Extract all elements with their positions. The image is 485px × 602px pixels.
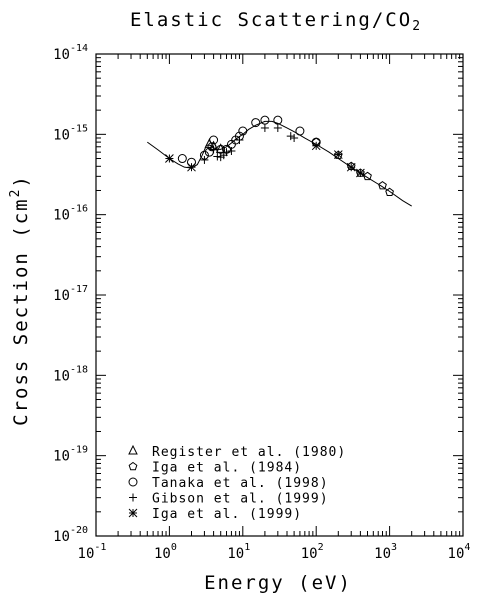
y-tick-base: 10 — [53, 288, 70, 304]
data-point-star — [333, 150, 343, 159]
y-axis-label: Cross Section (cm2) — [8, 174, 32, 426]
x-tick-label: 104 — [448, 542, 471, 562]
legend-marker-plus — [129, 493, 137, 502]
y-label-close: ) — [10, 174, 32, 187]
x-tick-base: 10 — [227, 546, 244, 562]
legend-marker-triangle — [128, 444, 138, 455]
data-point-circle — [177, 154, 187, 164]
x-tick-exponent: 2 — [318, 542, 324, 553]
x-tick-exponent: 1 — [244, 542, 250, 553]
y-tick-label: 10-15 — [53, 123, 88, 143]
y-tick-exponent: -14 — [70, 43, 88, 54]
legend-marker-pentagon — [128, 461, 138, 471]
title-subscript: 2 — [412, 19, 422, 34]
data-point-star — [311, 141, 321, 151]
data-point-star — [346, 162, 356, 172]
y-tick-base: 10 — [53, 208, 70, 224]
x-tick-label: 101 — [227, 542, 250, 562]
legend-label: Gibson et al. (1999) — [152, 492, 329, 507]
x-tick-exponent: -1 — [94, 542, 106, 553]
x-tick-base: 10 — [78, 546, 95, 562]
data-point-plus — [290, 134, 299, 143]
x-axis-label: Energy (eV) — [204, 572, 352, 594]
legend-label: Iga et al. (1984) — [152, 461, 302, 476]
x-tick-label: 102 — [301, 542, 324, 562]
legend-label: Tanaka et al. (1998) — [152, 476, 329, 491]
legend-label: Iga et al. (1999) — [152, 507, 302, 522]
data-point-plus — [286, 132, 295, 141]
data-point-plus — [200, 155, 209, 164]
y-tick-exponent: -16 — [70, 204, 88, 215]
y-tick-exponent: -15 — [70, 123, 88, 134]
y-tick-base: 10 — [53, 47, 70, 63]
data-point-plus — [209, 145, 218, 154]
data-point-star — [187, 162, 196, 172]
y-label-superscript: 2 — [8, 188, 23, 198]
y-tick-exponent: -19 — [70, 445, 88, 456]
data-point-plus — [273, 123, 282, 132]
y-tick-label: 10-18 — [53, 364, 88, 384]
legend: Register et al. (1980)Iga et al. (1984)T… — [128, 444, 346, 522]
data-point-circle — [209, 135, 219, 145]
y-tick-exponent: -20 — [70, 525, 88, 536]
y-tick-base: 10 — [53, 368, 70, 384]
legend-marker-circle — [128, 477, 138, 487]
x-tick-labels: 10-1 100 101 102 103 104 — [78, 542, 471, 562]
data-point-star — [165, 154, 174, 163]
data-point-plus — [260, 123, 269, 132]
data-point-circle — [295, 126, 305, 136]
legend-label: Register et al. (1980) — [152, 445, 346, 460]
x-tick-label: 103 — [374, 542, 397, 562]
y-tick-base: 10 — [53, 449, 70, 465]
y-tick-exponent: -17 — [70, 284, 88, 295]
chart-title: Elastic Scattering/CO2 — [130, 9, 422, 34]
y-tick-exponent: -18 — [70, 364, 88, 375]
recommended-curve — [147, 120, 412, 207]
axis-ticks — [95, 54, 463, 537]
y-tick-label: 10-14 — [53, 43, 88, 63]
y-tick-label: 10-20 — [53, 525, 88, 545]
y-tick-base: 10 — [53, 529, 70, 545]
x-tick-exponent: 0 — [171, 542, 177, 553]
x-tick-base: 10 — [154, 546, 171, 562]
x-tick-label: 100 — [154, 542, 177, 562]
x-tick-exponent: 3 — [391, 542, 397, 553]
data-point-pentagon — [385, 187, 394, 197]
y-label-main: Cross Section (cm — [10, 197, 32, 425]
x-tick-exponent: 4 — [464, 542, 470, 553]
x-tick-base: 10 — [374, 546, 391, 562]
legend-marker-star — [128, 508, 138, 518]
data-point-plus — [213, 152, 222, 161]
y-tick-label: 10-16 — [53, 204, 88, 224]
y-tick-label: 10-17 — [53, 284, 88, 304]
title-main: Elastic Scattering/CO — [130, 9, 412, 31]
x-tick-label: 10-1 — [78, 542, 107, 562]
data-point-star — [356, 168, 365, 178]
x-tick-base: 10 — [301, 546, 318, 562]
data-point-pentagon — [363, 171, 372, 181]
data-point-plus — [222, 148, 231, 157]
data-point-circle — [260, 115, 270, 125]
data-point-plus — [227, 147, 236, 156]
y-tick-base: 10 — [53, 127, 70, 143]
data-point-plus — [235, 136, 244, 145]
data-point-circle — [238, 126, 248, 136]
x-tick-base: 10 — [448, 546, 465, 562]
y-tick-label: 10-19 — [53, 445, 88, 465]
data-point-pentagon — [378, 180, 387, 190]
data-point-circle — [251, 118, 261, 128]
data-point-circle — [207, 142, 217, 152]
data-points — [165, 115, 394, 197]
